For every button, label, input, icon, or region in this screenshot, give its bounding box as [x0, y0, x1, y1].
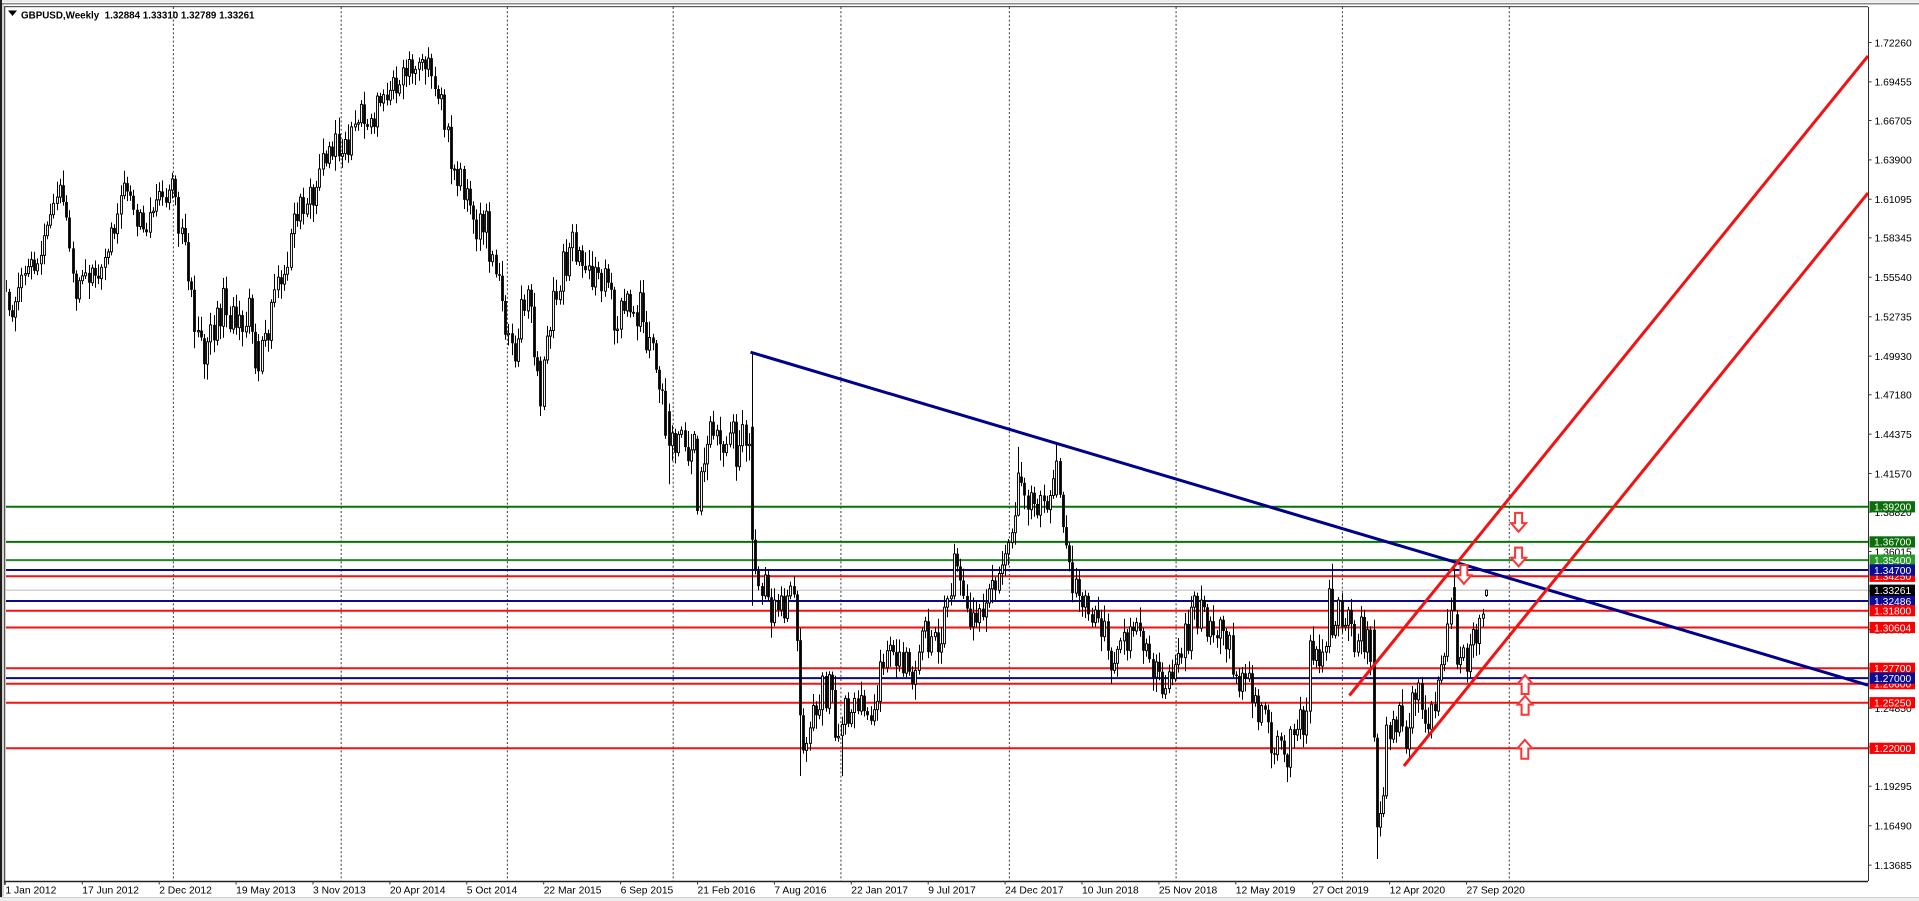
svg-text:10 Jun 2018: 10 Jun 2018: [1082, 886, 1139, 897]
svg-text:1.36700: 1.36700: [1874, 538, 1911, 549]
svg-text:24 Dec 2017: 24 Dec 2017: [1005, 886, 1064, 897]
svg-text:GBPUSD,Weekly 1.32884 1.33310: GBPUSD,Weekly 1.32884 1.33310 1.32789 1.…: [21, 11, 255, 22]
svg-text:1.24850: 1.24850: [1875, 704, 1912, 715]
svg-text:2 Dec 2012: 2 Dec 2012: [159, 886, 212, 897]
svg-text:21 Feb 2016: 21 Feb 2016: [698, 886, 756, 897]
svg-text:1.27700: 1.27700: [1874, 664, 1911, 675]
svg-text:22 Mar 2015: 22 Mar 2015: [544, 886, 602, 897]
svg-text:1.69455: 1.69455: [1875, 78, 1912, 89]
svg-text:1.34250: 1.34250: [1874, 572, 1911, 583]
svg-text:1.36015: 1.36015: [1875, 547, 1912, 558]
svg-text:27 Oct 2019: 27 Oct 2019: [1313, 886, 1369, 897]
svg-text:1.72260: 1.72260: [1875, 38, 1912, 49]
svg-text:25 Nov 2018: 25 Nov 2018: [1159, 886, 1218, 897]
svg-text:1.13685: 1.13685: [1875, 861, 1912, 872]
svg-text:1.16490: 1.16490: [1875, 822, 1912, 833]
svg-text:7 Aug 2016: 7 Aug 2016: [774, 886, 826, 897]
svg-text:1.66705: 1.66705: [1875, 116, 1912, 127]
svg-text:1.30604: 1.30604: [1874, 623, 1911, 634]
svg-text:1.32486: 1.32486: [1874, 597, 1911, 608]
svg-text:1.49930: 1.49930: [1875, 352, 1912, 363]
svg-text:27 Sep 2020: 27 Sep 2020: [1467, 886, 1526, 897]
svg-text:1.33261: 1.33261: [1874, 586, 1911, 597]
svg-text:1.19295: 1.19295: [1875, 782, 1912, 793]
svg-text:5 Oct 2014: 5 Oct 2014: [467, 886, 518, 897]
svg-text:1.22000: 1.22000: [1874, 744, 1911, 755]
svg-text:1.27000: 1.27000: [1874, 674, 1911, 685]
svg-text:6 Sep 2015: 6 Sep 2015: [621, 886, 674, 897]
svg-text:20 Apr 2014: 20 Apr 2014: [390, 886, 446, 897]
svg-text:19 May 2013: 19 May 2013: [236, 886, 296, 897]
svg-text:1.61095: 1.61095: [1875, 195, 1912, 206]
svg-text:1.52735: 1.52735: [1875, 313, 1912, 324]
svg-text:1.47180: 1.47180: [1875, 391, 1912, 402]
svg-text:1.31800: 1.31800: [1874, 607, 1911, 618]
svg-text:1.41570: 1.41570: [1875, 469, 1912, 480]
svg-text:9 Jul 2017: 9 Jul 2017: [928, 886, 976, 897]
svg-text:3 Nov 2013: 3 Nov 2013: [313, 886, 366, 897]
svg-text:1.55540: 1.55540: [1875, 273, 1912, 284]
svg-text:1.25250: 1.25250: [1874, 699, 1911, 710]
svg-text:1.44375: 1.44375: [1875, 430, 1912, 441]
svg-text:1.34700: 1.34700: [1874, 566, 1911, 577]
svg-text:1.26600: 1.26600: [1874, 680, 1911, 691]
svg-text:12 May 2019: 12 May 2019: [1236, 886, 1296, 897]
svg-text:17 Jun 2012: 17 Jun 2012: [82, 886, 139, 897]
svg-text:1.63900: 1.63900: [1875, 156, 1912, 167]
svg-text:1 Jan 2012: 1 Jan 2012: [5, 886, 56, 897]
svg-text:12 Apr 2020: 12 Apr 2020: [1390, 886, 1446, 897]
svg-text:1.58345: 1.58345: [1875, 234, 1912, 245]
svg-text:1.38820: 1.38820: [1875, 508, 1912, 519]
svg-text:1.35400: 1.35400: [1874, 556, 1911, 567]
svg-text:1.39200: 1.39200: [1874, 503, 1911, 514]
svg-text:22 Jan 2017: 22 Jan 2017: [851, 886, 908, 897]
